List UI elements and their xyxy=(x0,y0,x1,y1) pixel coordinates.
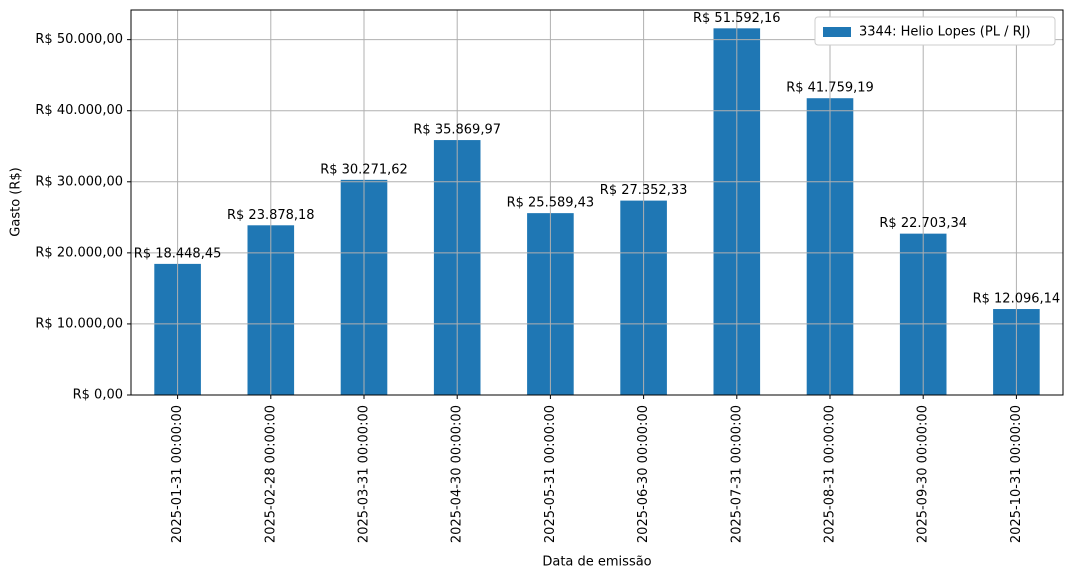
legend-swatch xyxy=(823,27,851,37)
value-label: R$ 27.352,33 xyxy=(600,183,688,198)
x-tick-label: 2025-09-30 00:00:00 xyxy=(916,405,931,543)
value-label: R$ 51.592,16 xyxy=(693,11,781,26)
grid xyxy=(131,10,1063,396)
x-tick-label: 2025-05-31 00:00:00 xyxy=(543,405,558,543)
value-label: R$ 25.589,43 xyxy=(507,196,595,211)
x-tick-label: 2025-07-31 00:00:00 xyxy=(729,405,744,543)
legend-box xyxy=(814,16,1056,46)
y-tick-label: R$ 40.000,00 xyxy=(35,103,123,118)
y-tick-label: R$ 10.000,00 xyxy=(35,316,123,331)
plot-frame xyxy=(130,9,1064,396)
legend-label: 3344: Helio Lopes (PL / RJ) xyxy=(859,25,1031,40)
y-tick-label: R$ 20.000,00 xyxy=(35,245,123,260)
y-tick-label: R$ 0,00 xyxy=(73,388,123,403)
y-axis-label: Gasto (R$) xyxy=(9,167,24,236)
value-label: R$ 23.878,18 xyxy=(227,208,315,223)
x-tick-label: 2025-04-30 00:00:00 xyxy=(450,405,465,543)
y-tick-label: R$ 30.000,00 xyxy=(35,174,123,189)
x-tick-label: 2025-08-31 00:00:00 xyxy=(823,405,838,543)
value-label: R$ 22.703,34 xyxy=(879,216,967,231)
value-label: R$ 12.096,14 xyxy=(973,292,1061,307)
value-label: R$ 18.448,45 xyxy=(134,246,222,261)
value-label: R$ 41.759,19 xyxy=(786,81,874,96)
value-label: R$ 30.271,62 xyxy=(320,162,408,177)
value-label: R$ 35.869,97 xyxy=(413,123,501,138)
x-tick-label: 2025-03-31 00:00:00 xyxy=(357,405,372,543)
x-tick-label: 2025-02-28 00:00:00 xyxy=(263,405,278,543)
x-tick-label: 2025-01-31 00:00:00 xyxy=(170,405,185,543)
x-tick-label: 2025-06-30 00:00:00 xyxy=(636,405,651,543)
x-axis-label: Data de emissão xyxy=(542,555,651,570)
y-tick-label: R$ 50.000,00 xyxy=(35,32,123,47)
x-tick-label: 2025-10-31 00:00:00 xyxy=(1009,405,1024,543)
legend: 3344: Helio Lopes (PL / RJ) xyxy=(814,16,1056,46)
